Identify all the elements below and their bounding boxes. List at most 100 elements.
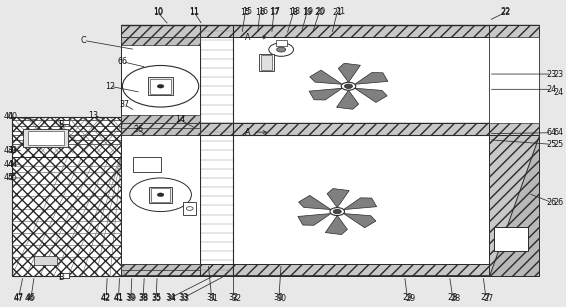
Text: 23: 23 <box>553 70 563 79</box>
Polygon shape <box>337 90 359 109</box>
Bar <box>494 227 528 251</box>
Polygon shape <box>488 135 539 276</box>
Circle shape <box>130 178 191 212</box>
Text: 28: 28 <box>450 294 460 303</box>
Text: 25: 25 <box>553 140 564 149</box>
Bar <box>121 128 200 135</box>
Text: 32: 32 <box>231 294 241 303</box>
Text: 18: 18 <box>289 8 298 17</box>
Text: 10: 10 <box>153 7 163 16</box>
Text: 10: 10 <box>153 8 163 17</box>
Bar <box>121 37 200 123</box>
Text: 41: 41 <box>114 293 123 302</box>
Text: 19: 19 <box>302 8 312 17</box>
Text: 34: 34 <box>166 293 175 302</box>
Bar <box>121 135 200 263</box>
Text: 21: 21 <box>335 7 345 16</box>
Polygon shape <box>344 198 376 210</box>
Bar <box>12 117 121 276</box>
Polygon shape <box>355 72 388 84</box>
Polygon shape <box>325 216 348 235</box>
Text: 29: 29 <box>402 293 413 302</box>
Text: 17: 17 <box>269 8 279 17</box>
Circle shape <box>333 209 341 214</box>
Text: 31: 31 <box>207 293 217 302</box>
Polygon shape <box>355 88 387 103</box>
Bar <box>59 120 68 124</box>
Text: 16: 16 <box>258 7 268 16</box>
Text: 64: 64 <box>547 128 556 137</box>
Bar <box>148 77 173 95</box>
Bar <box>488 25 539 135</box>
Text: 11: 11 <box>189 8 199 17</box>
Text: A: A <box>245 128 266 137</box>
Bar <box>259 54 275 71</box>
Text: 44: 44 <box>3 160 14 169</box>
Bar <box>121 37 539 123</box>
Bar <box>151 79 171 94</box>
Text: 39: 39 <box>126 293 136 302</box>
Text: 43: 43 <box>7 146 18 155</box>
Bar <box>12 117 121 157</box>
Circle shape <box>122 65 199 107</box>
Text: 38: 38 <box>138 293 148 302</box>
Text: 28: 28 <box>448 293 458 302</box>
Text: 29: 29 <box>405 294 415 303</box>
Text: 47: 47 <box>14 294 24 303</box>
Text: 40: 40 <box>3 112 14 121</box>
Text: A: A <box>245 33 266 42</box>
Text: B: B <box>58 274 64 282</box>
Text: 32: 32 <box>229 293 238 302</box>
Text: 27: 27 <box>483 294 494 303</box>
Bar <box>23 129 68 147</box>
Bar <box>121 25 539 37</box>
Bar <box>121 37 200 45</box>
Text: 22: 22 <box>500 7 511 16</box>
Text: 15: 15 <box>242 7 252 16</box>
Bar <box>488 37 539 123</box>
Text: 45: 45 <box>7 173 18 182</box>
Polygon shape <box>338 63 361 82</box>
Text: 47: 47 <box>14 293 24 302</box>
Text: 16: 16 <box>255 8 265 17</box>
Bar <box>151 188 170 202</box>
Text: 24: 24 <box>553 88 563 97</box>
Text: 26: 26 <box>547 198 556 207</box>
Polygon shape <box>298 214 331 225</box>
Text: 20: 20 <box>314 8 324 17</box>
Text: 19: 19 <box>303 7 313 16</box>
Bar <box>12 157 121 276</box>
Bar <box>261 55 272 70</box>
Text: 39: 39 <box>126 294 136 303</box>
Text: 21: 21 <box>332 8 342 17</box>
Circle shape <box>269 43 294 56</box>
Text: 42: 42 <box>101 293 111 302</box>
Text: 30: 30 <box>276 294 286 303</box>
Text: 18: 18 <box>290 7 300 16</box>
Text: 42: 42 <box>101 294 111 303</box>
Text: 26: 26 <box>553 198 563 207</box>
Text: B: B <box>58 120 64 129</box>
Text: 15: 15 <box>240 8 250 17</box>
Text: 64: 64 <box>553 128 563 137</box>
Text: 27: 27 <box>481 293 491 302</box>
Bar <box>121 263 200 270</box>
Bar <box>121 115 200 123</box>
Text: 46: 46 <box>26 293 36 302</box>
Text: 20: 20 <box>315 7 325 16</box>
Circle shape <box>330 208 345 216</box>
Polygon shape <box>327 188 349 208</box>
Polygon shape <box>344 214 376 228</box>
Text: 30: 30 <box>274 293 284 302</box>
Bar <box>183 202 196 215</box>
Circle shape <box>157 84 164 88</box>
Text: 13: 13 <box>88 111 98 120</box>
Text: 17: 17 <box>271 7 281 16</box>
Text: C: C <box>81 36 87 45</box>
Bar <box>121 123 539 135</box>
Bar <box>276 41 287 46</box>
Circle shape <box>186 207 193 210</box>
Text: 43: 43 <box>3 146 14 155</box>
Text: 34: 34 <box>167 294 177 303</box>
Bar <box>121 263 539 276</box>
